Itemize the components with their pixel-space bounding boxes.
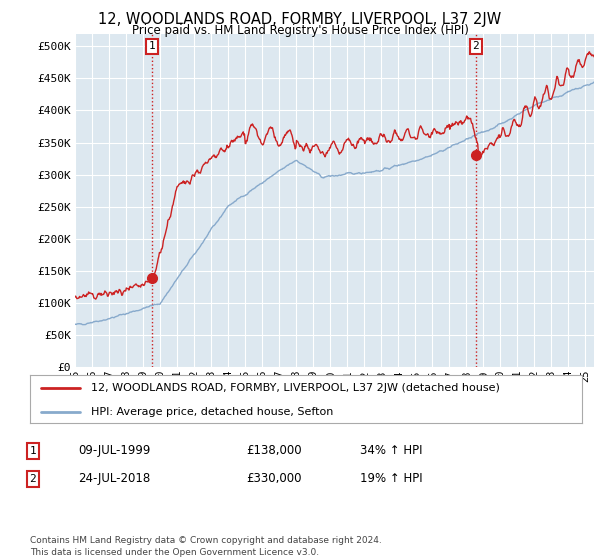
- Text: 12, WOODLANDS ROAD, FORMBY, LIVERPOOL, L37 2JW: 12, WOODLANDS ROAD, FORMBY, LIVERPOOL, L…: [98, 12, 502, 27]
- Text: Contains HM Land Registry data © Crown copyright and database right 2024.
This d: Contains HM Land Registry data © Crown c…: [30, 536, 382, 557]
- Text: 24-JUL-2018: 24-JUL-2018: [78, 472, 150, 486]
- Text: 09-JUL-1999: 09-JUL-1999: [78, 444, 151, 458]
- Text: £138,000: £138,000: [246, 444, 302, 458]
- Text: HPI: Average price, detached house, Sefton: HPI: Average price, detached house, Seft…: [91, 407, 333, 417]
- Text: 19% ↑ HPI: 19% ↑ HPI: [360, 472, 422, 486]
- Text: 2: 2: [473, 41, 479, 52]
- Text: £330,000: £330,000: [246, 472, 302, 486]
- Text: Price paid vs. HM Land Registry's House Price Index (HPI): Price paid vs. HM Land Registry's House …: [131, 24, 469, 36]
- Text: 1: 1: [149, 41, 155, 52]
- Text: 34% ↑ HPI: 34% ↑ HPI: [360, 444, 422, 458]
- Text: 12, WOODLANDS ROAD, FORMBY, LIVERPOOL, L37 2JW (detached house): 12, WOODLANDS ROAD, FORMBY, LIVERPOOL, L…: [91, 383, 500, 393]
- Text: 1: 1: [29, 446, 37, 456]
- Text: 2: 2: [29, 474, 37, 484]
